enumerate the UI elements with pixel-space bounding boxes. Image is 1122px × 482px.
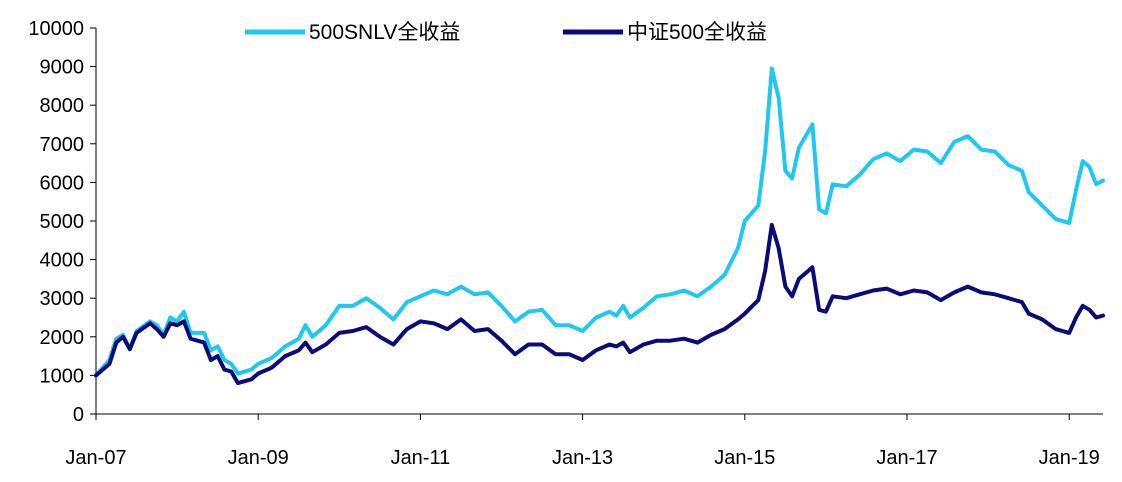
y-tick-label: 0 (73, 404, 84, 426)
x-tick-label: Jan-15 (714, 447, 775, 469)
x-tick-label: Jan-09 (228, 447, 289, 469)
y-tick-label: 1000 (40, 365, 85, 387)
y-tick-label: 5000 (40, 211, 85, 233)
series-line-2 (94, 222, 1105, 386)
y-tick-label: 2000 (40, 327, 85, 349)
legend-label: 中证500全收益 (627, 21, 767, 44)
x-tick-label: Jan-07 (65, 447, 126, 469)
y-tick-label: 7000 (40, 134, 85, 156)
y-tick-label: 9000 (40, 57, 85, 79)
series-line-1 (94, 66, 1105, 378)
series-layer (94, 66, 1105, 386)
x-tick-label: Jan-17 (876, 447, 937, 469)
y-tick-label: 3000 (40, 288, 85, 310)
legend-label: 500SNLV全收益 (309, 21, 460, 44)
y-tick-label: 6000 (40, 172, 85, 194)
y-tick-label: 8000 (40, 95, 85, 117)
y-tick-label: 4000 (40, 250, 85, 272)
x-tick-label: Jan-13 (552, 447, 613, 469)
legend-item-2: 中证500全收益 (563, 21, 767, 44)
x-tick-label: Jan-19 (1039, 447, 1100, 469)
x-tick-label: Jan-11 (391, 447, 451, 469)
y-tick-label: 10000 (28, 18, 84, 40)
axes: 0 1000 2000 3000 4000 5000 6000 7000 8000 9000 100… (28, 18, 1103, 469)
legend: 500SNLV全收益 中证500全收益 (245, 21, 767, 44)
legend-item-1: 500SNLV全收益 (245, 21, 460, 44)
